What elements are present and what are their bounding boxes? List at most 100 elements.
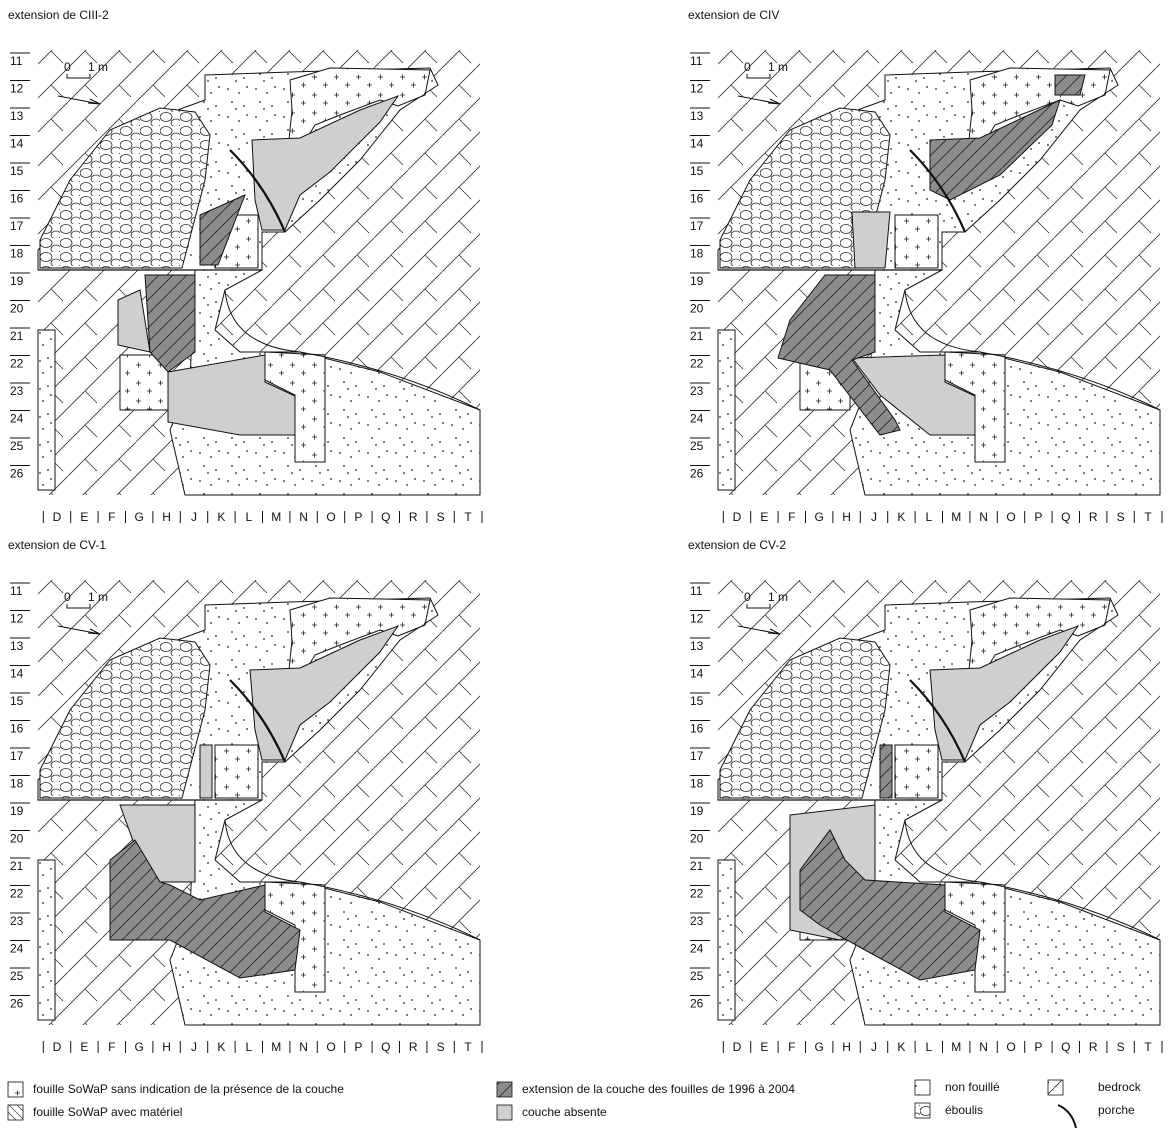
row-label: 20 [690, 302, 704, 316]
row-label: 19 [690, 274, 704, 288]
column-label: E [760, 510, 768, 524]
row-label: 19 [10, 804, 24, 818]
row-label: 15 [10, 164, 24, 178]
column-label: E [760, 1040, 768, 1054]
column-label: D [733, 1040, 742, 1054]
row-label: 22 [10, 887, 24, 901]
row-label: 20 [10, 302, 24, 316]
row-label: 18 [10, 777, 24, 791]
row-label: 24 [690, 412, 704, 426]
column-label: F [108, 1040, 115, 1054]
column-label: H [842, 510, 851, 524]
row-label: 24 [690, 942, 704, 956]
row-label: 25 [10, 439, 24, 453]
column-label: P [1034, 510, 1042, 524]
column-label: N [299, 510, 308, 524]
column-label: H [162, 1040, 171, 1054]
column-label: M [951, 1040, 961, 1054]
column-label: J [871, 1040, 877, 1054]
column-label: G [135, 1040, 144, 1054]
row-label: 17 [10, 749, 24, 763]
scale-end: 1 m [88, 590, 108, 604]
column-label: T [464, 1040, 472, 1054]
column-label: N [979, 1040, 988, 1054]
column-label: L [925, 1040, 932, 1054]
column-label: Q [381, 510, 390, 524]
row-label: 16 [690, 722, 704, 736]
row-label: 18 [690, 247, 704, 261]
row-label: 26 [690, 467, 704, 481]
site-plan: extension de CV-111121314151617181920212… [8, 538, 482, 1054]
site-plan: extension de CIII-2111213141516171819202… [8, 8, 482, 524]
row-label: 18 [10, 247, 24, 261]
unexcavated [38, 330, 55, 490]
column-label: R [409, 1040, 418, 1054]
column-label: K [217, 1040, 225, 1054]
row-label: 22 [10, 357, 24, 371]
scale-end: 1 m [768, 60, 788, 74]
plan-area [38, 50, 480, 495]
legend-label: non fouillé [945, 1080, 1000, 1094]
panel-title: extension de CV-1 [8, 538, 106, 552]
unexcavated [718, 860, 735, 1020]
legend-label: éboulis [945, 1103, 983, 1117]
legend-label: extension de la couche des fouilles de 1… [522, 1082, 795, 1096]
legend-label: porche [1098, 1103, 1135, 1117]
row-label: 16 [10, 192, 24, 206]
column-label: M [951, 510, 961, 524]
row-label: 16 [10, 722, 24, 736]
column-label: G [815, 510, 824, 524]
excavation [895, 215, 938, 268]
column-label: R [1089, 1040, 1098, 1054]
scale-start: 0 [64, 60, 71, 74]
column-label: Q [381, 1040, 390, 1054]
column-label: S [437, 510, 445, 524]
column-label: S [1117, 1040, 1125, 1054]
unexcavated [38, 860, 55, 1020]
row-label: 11 [10, 584, 23, 598]
scale-end: 1 m [88, 60, 108, 74]
legend-swatch [915, 1080, 930, 1095]
column-label: D [53, 510, 62, 524]
row-label: 20 [10, 832, 24, 846]
row-label: 22 [690, 357, 704, 371]
column-label: O [1006, 1040, 1015, 1054]
row-label: 24 [10, 412, 24, 426]
row-label: 25 [10, 969, 24, 983]
layer-extent [880, 745, 892, 798]
row-label: 15 [10, 694, 24, 708]
scale-start: 0 [744, 590, 751, 604]
plan-area [38, 580, 480, 1025]
column-label: P [1034, 1040, 1042, 1054]
column-label: R [409, 510, 418, 524]
column-label: K [897, 1040, 905, 1054]
column-label: S [437, 1040, 445, 1054]
row-label: 13 [10, 109, 24, 123]
row-label: 26 [10, 997, 24, 1011]
row-label: 14 [10, 667, 24, 681]
scale-start: 0 [744, 60, 751, 74]
row-label: 12 [690, 612, 704, 626]
column-label: P [354, 1040, 362, 1054]
layer-absent [852, 212, 890, 268]
legend-label: couche absente [522, 1105, 607, 1119]
column-label: G [135, 510, 144, 524]
column-label: T [1144, 1040, 1152, 1054]
column-label: O [326, 510, 335, 524]
scale-start: 0 [64, 590, 71, 604]
row-label: 19 [690, 804, 704, 818]
column-label: Q [1061, 1040, 1070, 1054]
column-label: H [842, 1040, 851, 1054]
site-plan: extension de CIV111213141516171819202122… [688, 8, 1162, 524]
row-label: 23 [10, 914, 24, 928]
row-label: 16 [690, 192, 704, 206]
column-label: E [80, 510, 88, 524]
row-label: 21 [690, 329, 704, 343]
plan-area [718, 50, 1160, 495]
row-label: 11 [10, 54, 23, 68]
layer-extent [1055, 75, 1085, 95]
row-label: 21 [10, 859, 24, 873]
column-label: J [191, 1040, 197, 1054]
row-label: 23 [690, 384, 704, 398]
row-label: 25 [690, 969, 704, 983]
